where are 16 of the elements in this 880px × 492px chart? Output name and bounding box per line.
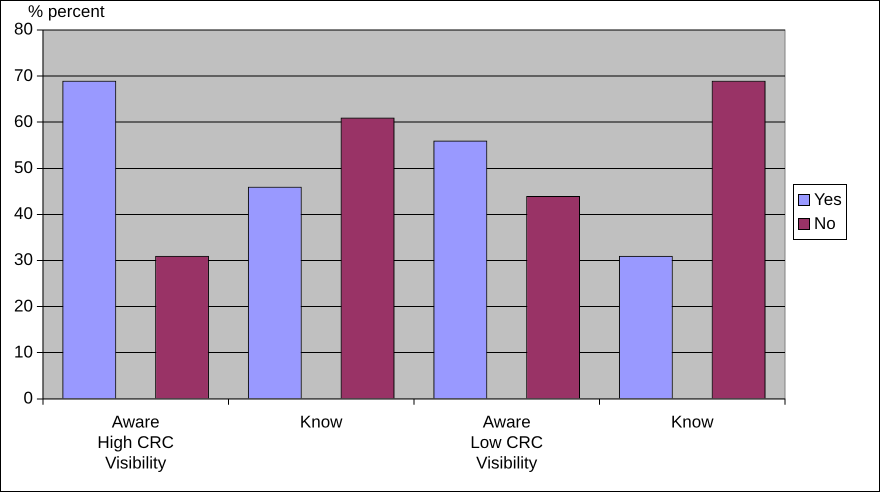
- y-tick-label: 10: [14, 342, 33, 362]
- y-tick-label: 40: [14, 204, 33, 224]
- legend-label: No: [813, 213, 837, 236]
- y-tick-label: 70: [14, 66, 33, 85]
- x-tick-label: Aware High CRC Visibility: [97, 412, 174, 472]
- y-tick-label: 30: [14, 250, 33, 270]
- y-tick-label: 0: [23, 388, 33, 408]
- x-tick-label: Aware Low CRC Visibility: [470, 412, 544, 472]
- x-tick-label: Know: [300, 412, 344, 432]
- y-tick-label: 80: [14, 20, 33, 39]
- y-tick-label: 50: [14, 158, 33, 177]
- y-tick-label: 60: [14, 112, 33, 131]
- y-axis-title: % percent: [28, 2, 105, 22]
- y-tick-label: 20: [14, 296, 33, 316]
- x-tick-label: Know: [670, 412, 714, 432]
- legend-label: Yes: [813, 189, 842, 212]
